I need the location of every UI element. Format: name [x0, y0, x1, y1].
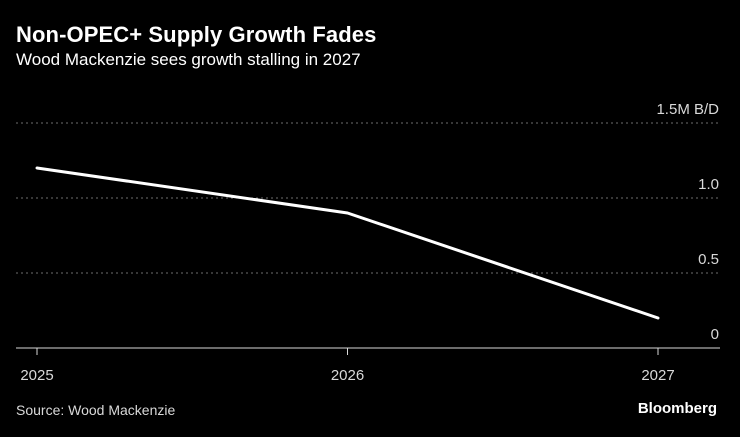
data-point: [347, 212, 348, 214]
chart-subtitle: Wood Mackenzie sees growth stalling in 2…: [16, 50, 361, 69]
y-tick-label: 1.5M B/D: [656, 101, 719, 118]
grid-lines: [16, 122, 720, 274]
x-tick-label: 2026: [331, 367, 364, 384]
data-point: [36, 167, 38, 169]
tick-labels: 0 0.5 1.0 1.5M B/D 2025 2026 2027: [20, 101, 719, 384]
series-line: [35, 166, 660, 320]
y-tick-label: 0.5: [698, 251, 719, 268]
bloomberg-logo: Bloomberg: [637, 400, 717, 417]
x-axis: [16, 347, 720, 355]
x-tick-label: 2025: [20, 367, 53, 384]
source-note: Source: Wood Mackenzie: [16, 402, 176, 418]
y-tick-label: 1.0: [698, 176, 719, 193]
series-layer: [35, 166, 660, 320]
x-tick-label: 2027: [641, 367, 674, 384]
chart-title: Non-OPEC+ Supply Growth Fades: [16, 22, 377, 47]
data-point: [657, 317, 659, 319]
y-tick-label: 0: [711, 326, 719, 343]
